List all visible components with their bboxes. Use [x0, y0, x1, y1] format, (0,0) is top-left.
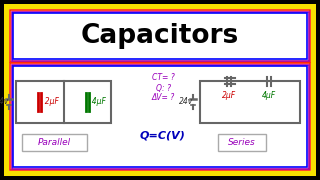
Bar	[10, 63, 310, 170]
Bar	[12, 64, 308, 168]
Bar	[13, 13, 307, 59]
Text: Q=C(V): Q=C(V)	[140, 130, 186, 140]
Text: CT= ?: CT= ?	[152, 73, 174, 82]
Text: 2μF: 2μF	[40, 98, 59, 107]
Bar	[200, 81, 300, 123]
Bar	[10, 10, 310, 62]
Text: Series: Series	[228, 138, 256, 147]
Text: Q: ?: Q: ?	[156, 84, 171, 93]
Bar	[218, 134, 266, 151]
Text: ΔV= ?: ΔV= ?	[151, 93, 175, 102]
Bar	[12, 12, 308, 60]
Text: Capacitors: Capacitors	[81, 23, 239, 49]
Bar	[22, 134, 87, 151]
Text: 2μF: 2μF	[222, 91, 236, 100]
Bar	[13, 66, 307, 167]
Text: 4μF: 4μF	[262, 91, 276, 100]
Text: 4μF: 4μF	[87, 98, 106, 107]
Text: 24v: 24v	[0, 98, 9, 107]
Text: Parallel: Parallel	[37, 138, 71, 147]
Bar	[16, 81, 111, 123]
Text: 24v: 24v	[179, 98, 193, 107]
